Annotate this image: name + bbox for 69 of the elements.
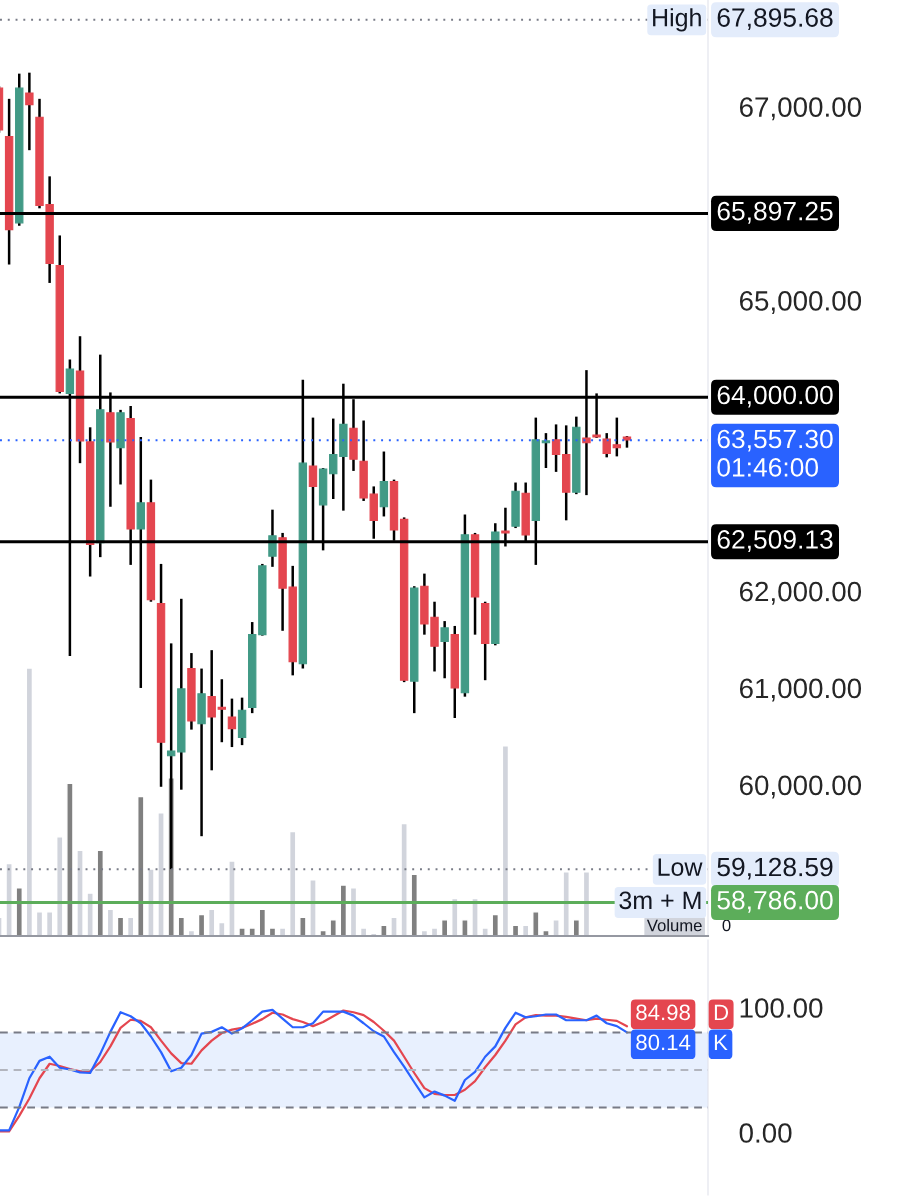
bar (572, 919, 581, 936)
bar (56, 836, 64, 936)
bar (228, 860, 236, 936)
bar (542, 929, 550, 936)
y-tick-label: 61,000.00 (739, 678, 862, 702)
bar (25, 667, 34, 936)
bar (207, 908, 216, 936)
candlestick (227, 697, 237, 749)
candlestick (541, 431, 551, 470)
candlestick (612, 416, 622, 458)
bar (390, 916, 398, 936)
bar (461, 919, 469, 936)
bar (288, 830, 297, 936)
bar (197, 913, 206, 936)
text: 0 (722, 919, 731, 932)
bar (45, 911, 54, 936)
y-tick-label: 60,000.00 (739, 775, 862, 799)
text: Volume (646, 919, 702, 932)
bar (258, 908, 267, 936)
bar (329, 919, 337, 936)
bar (380, 924, 388, 936)
legend-label: D (714, 1004, 729, 1021)
annotation: 3m + M (619, 891, 701, 910)
bar (5, 862, 13, 936)
candlestick (207, 648, 216, 772)
ref-line-label: 62,509.13 (717, 530, 833, 552)
ref-line-label: 67,895.68 (717, 8, 833, 30)
candlestick (440, 619, 449, 680)
bar (562, 870, 570, 936)
ref-line-label: 58,786.00 (717, 890, 833, 913)
candlestick (217, 677, 227, 744)
bar (319, 929, 327, 936)
y-tick-label: 65,000.00 (739, 291, 862, 314)
bar (147, 868, 155, 936)
bar (491, 913, 500, 936)
candlestick (25, 71, 34, 152)
y-tick-label: 100.00 (740, 998, 823, 1018)
bar (471, 897, 479, 936)
bar (86, 892, 94, 936)
bar (76, 849, 84, 936)
bar (299, 916, 307, 936)
bar (157, 812, 165, 936)
bar (552, 919, 560, 936)
candlestick (602, 431, 611, 459)
data-label: 80.14 (636, 1034, 691, 1051)
bar (532, 911, 540, 936)
bar (309, 879, 317, 936)
ref-line-label: 65,897.25 (717, 201, 833, 224)
bar (35, 911, 44, 936)
y-tick-label: 67,000.00 (739, 97, 862, 121)
ref-line-label: 63,557.30 01:46:00 (717, 429, 833, 477)
legend-label: K (714, 1034, 728, 1051)
data-label: 84.98 (636, 1004, 690, 1021)
bar (440, 919, 449, 936)
y-tick-label: 0.00 (739, 1123, 792, 1143)
bar (400, 822, 408, 936)
ref-line-label: 59,128.59 (717, 857, 833, 880)
ref-line-label: 64,000.00 (717, 385, 833, 408)
bar (238, 927, 246, 936)
bar (106, 908, 115, 936)
candlestick (551, 423, 561, 474)
bar (218, 921, 226, 936)
y-tick-label: 62,000.00 (739, 581, 862, 605)
bar (481, 927, 489, 936)
annotation: High (653, 8, 701, 32)
bar (501, 745, 510, 936)
annotation: Low (658, 858, 703, 876)
bar (248, 927, 256, 936)
bar (451, 897, 459, 936)
